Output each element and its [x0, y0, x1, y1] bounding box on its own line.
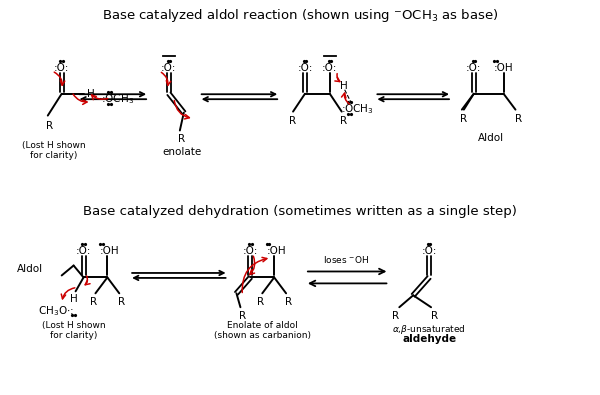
Text: for clarity): for clarity) [30, 151, 77, 160]
Text: aldehyde: aldehyde [402, 334, 456, 344]
Text: Base catalyzed dehydration (sometimes written as a single step): Base catalyzed dehydration (sometimes wr… [83, 205, 517, 218]
Text: R: R [118, 297, 125, 307]
Text: R: R [289, 116, 296, 126]
Text: $\alpha$,$\beta$-unsaturated: $\alpha$,$\beta$-unsaturated [392, 323, 466, 336]
Text: :O:: :O: [161, 63, 176, 73]
Text: CH$_3$O$\cdot$:: CH$_3$O$\cdot$: [38, 304, 74, 318]
Text: :O:: :O: [421, 246, 437, 256]
Text: (Lost H shown: (Lost H shown [42, 321, 106, 329]
Text: R: R [46, 120, 53, 130]
Text: loses $^{-}$OH: loses $^{-}$OH [323, 254, 370, 265]
Text: R: R [239, 311, 246, 321]
Text: H: H [70, 294, 77, 304]
Text: R: R [90, 297, 97, 307]
Text: R: R [460, 113, 467, 124]
Text: :O:: :O: [297, 63, 313, 73]
Text: R: R [340, 116, 347, 126]
Text: for clarity): for clarity) [50, 331, 97, 340]
Text: :OH: :OH [266, 246, 286, 256]
Text: Enolate of aldol: Enolate of aldol [227, 321, 298, 329]
Text: :OH: :OH [100, 246, 119, 256]
Text: Aldol: Aldol [17, 265, 43, 275]
Text: :O:: :O: [322, 63, 337, 73]
Text: :O:: :O: [466, 63, 481, 73]
Text: :O:: :O: [54, 63, 70, 73]
Text: R: R [431, 311, 439, 321]
Text: :O:: :O: [242, 246, 258, 256]
Text: Aldol: Aldol [478, 134, 504, 143]
Text: (shown as carbanion): (shown as carbanion) [214, 331, 311, 340]
Text: R: R [284, 297, 292, 307]
Text: R: R [515, 113, 522, 124]
Text: :OH: :OH [494, 63, 514, 73]
Text: :O:: :O: [76, 246, 91, 256]
Text: Base catalyzed aldol reaction (shown using $^{-}$OCH$_3$ as base): Base catalyzed aldol reaction (shown usi… [102, 7, 498, 24]
Text: :ÖCH$_3$: :ÖCH$_3$ [341, 100, 374, 115]
Text: R: R [392, 311, 399, 321]
Text: enolate: enolate [162, 147, 202, 157]
Text: $\cdot$:ÖCH$_3$: $\cdot$:ÖCH$_3$ [98, 90, 134, 105]
Text: (Lost H shown: (Lost H shown [22, 141, 86, 150]
Text: R: R [178, 134, 185, 145]
Text: H: H [86, 89, 94, 99]
Text: H: H [340, 81, 347, 91]
Text: R: R [257, 297, 264, 307]
